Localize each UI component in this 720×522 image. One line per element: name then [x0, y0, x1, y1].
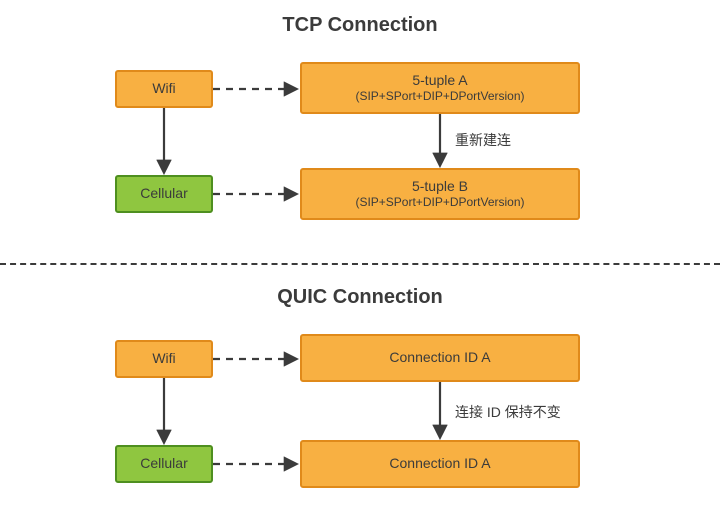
quic-conn-a2-label: Connection ID A: [389, 455, 490, 473]
quic-cellular-label: Cellular: [140, 455, 187, 473]
tcp-title: TCP Connection: [0, 14, 720, 37]
quic-conn-a1-label: Connection ID A: [389, 349, 490, 367]
tcp-tuple-b-box: 5-tuple B (SIP+SPort+DIP+DPortVersion): [300, 168, 580, 220]
tcp-wifi-box: Wifi: [115, 70, 213, 108]
quic-wifi-label: Wifi: [152, 350, 175, 368]
quic-title: QUIC Connection: [0, 286, 720, 309]
quic-keep-label: 连接 ID 保持不变: [455, 402, 561, 422]
tcp-wifi-label: Wifi: [152, 80, 175, 98]
tcp-cellular-box: Cellular: [115, 175, 213, 213]
tcp-tuple-a-label: 5-tuple A (SIP+SPort+DIP+DPortVersion): [355, 72, 524, 105]
tcp-cellular-label: Cellular: [140, 185, 187, 203]
tcp-tuple-b-label: 5-tuple B (SIP+SPort+DIP+DPortVersion): [355, 178, 524, 211]
quic-wifi-box: Wifi: [115, 340, 213, 378]
quic-cellular-box: Cellular: [115, 445, 213, 483]
quic-conn-a2-box: Connection ID A: [300, 440, 580, 488]
quic-conn-a1-box: Connection ID A: [300, 334, 580, 382]
tcp-tuple-a-box: 5-tuple A (SIP+SPort+DIP+DPortVersion): [300, 62, 580, 114]
tcp-reconnect-label: 重新建连: [455, 130, 511, 150]
section-divider: [0, 263, 720, 265]
